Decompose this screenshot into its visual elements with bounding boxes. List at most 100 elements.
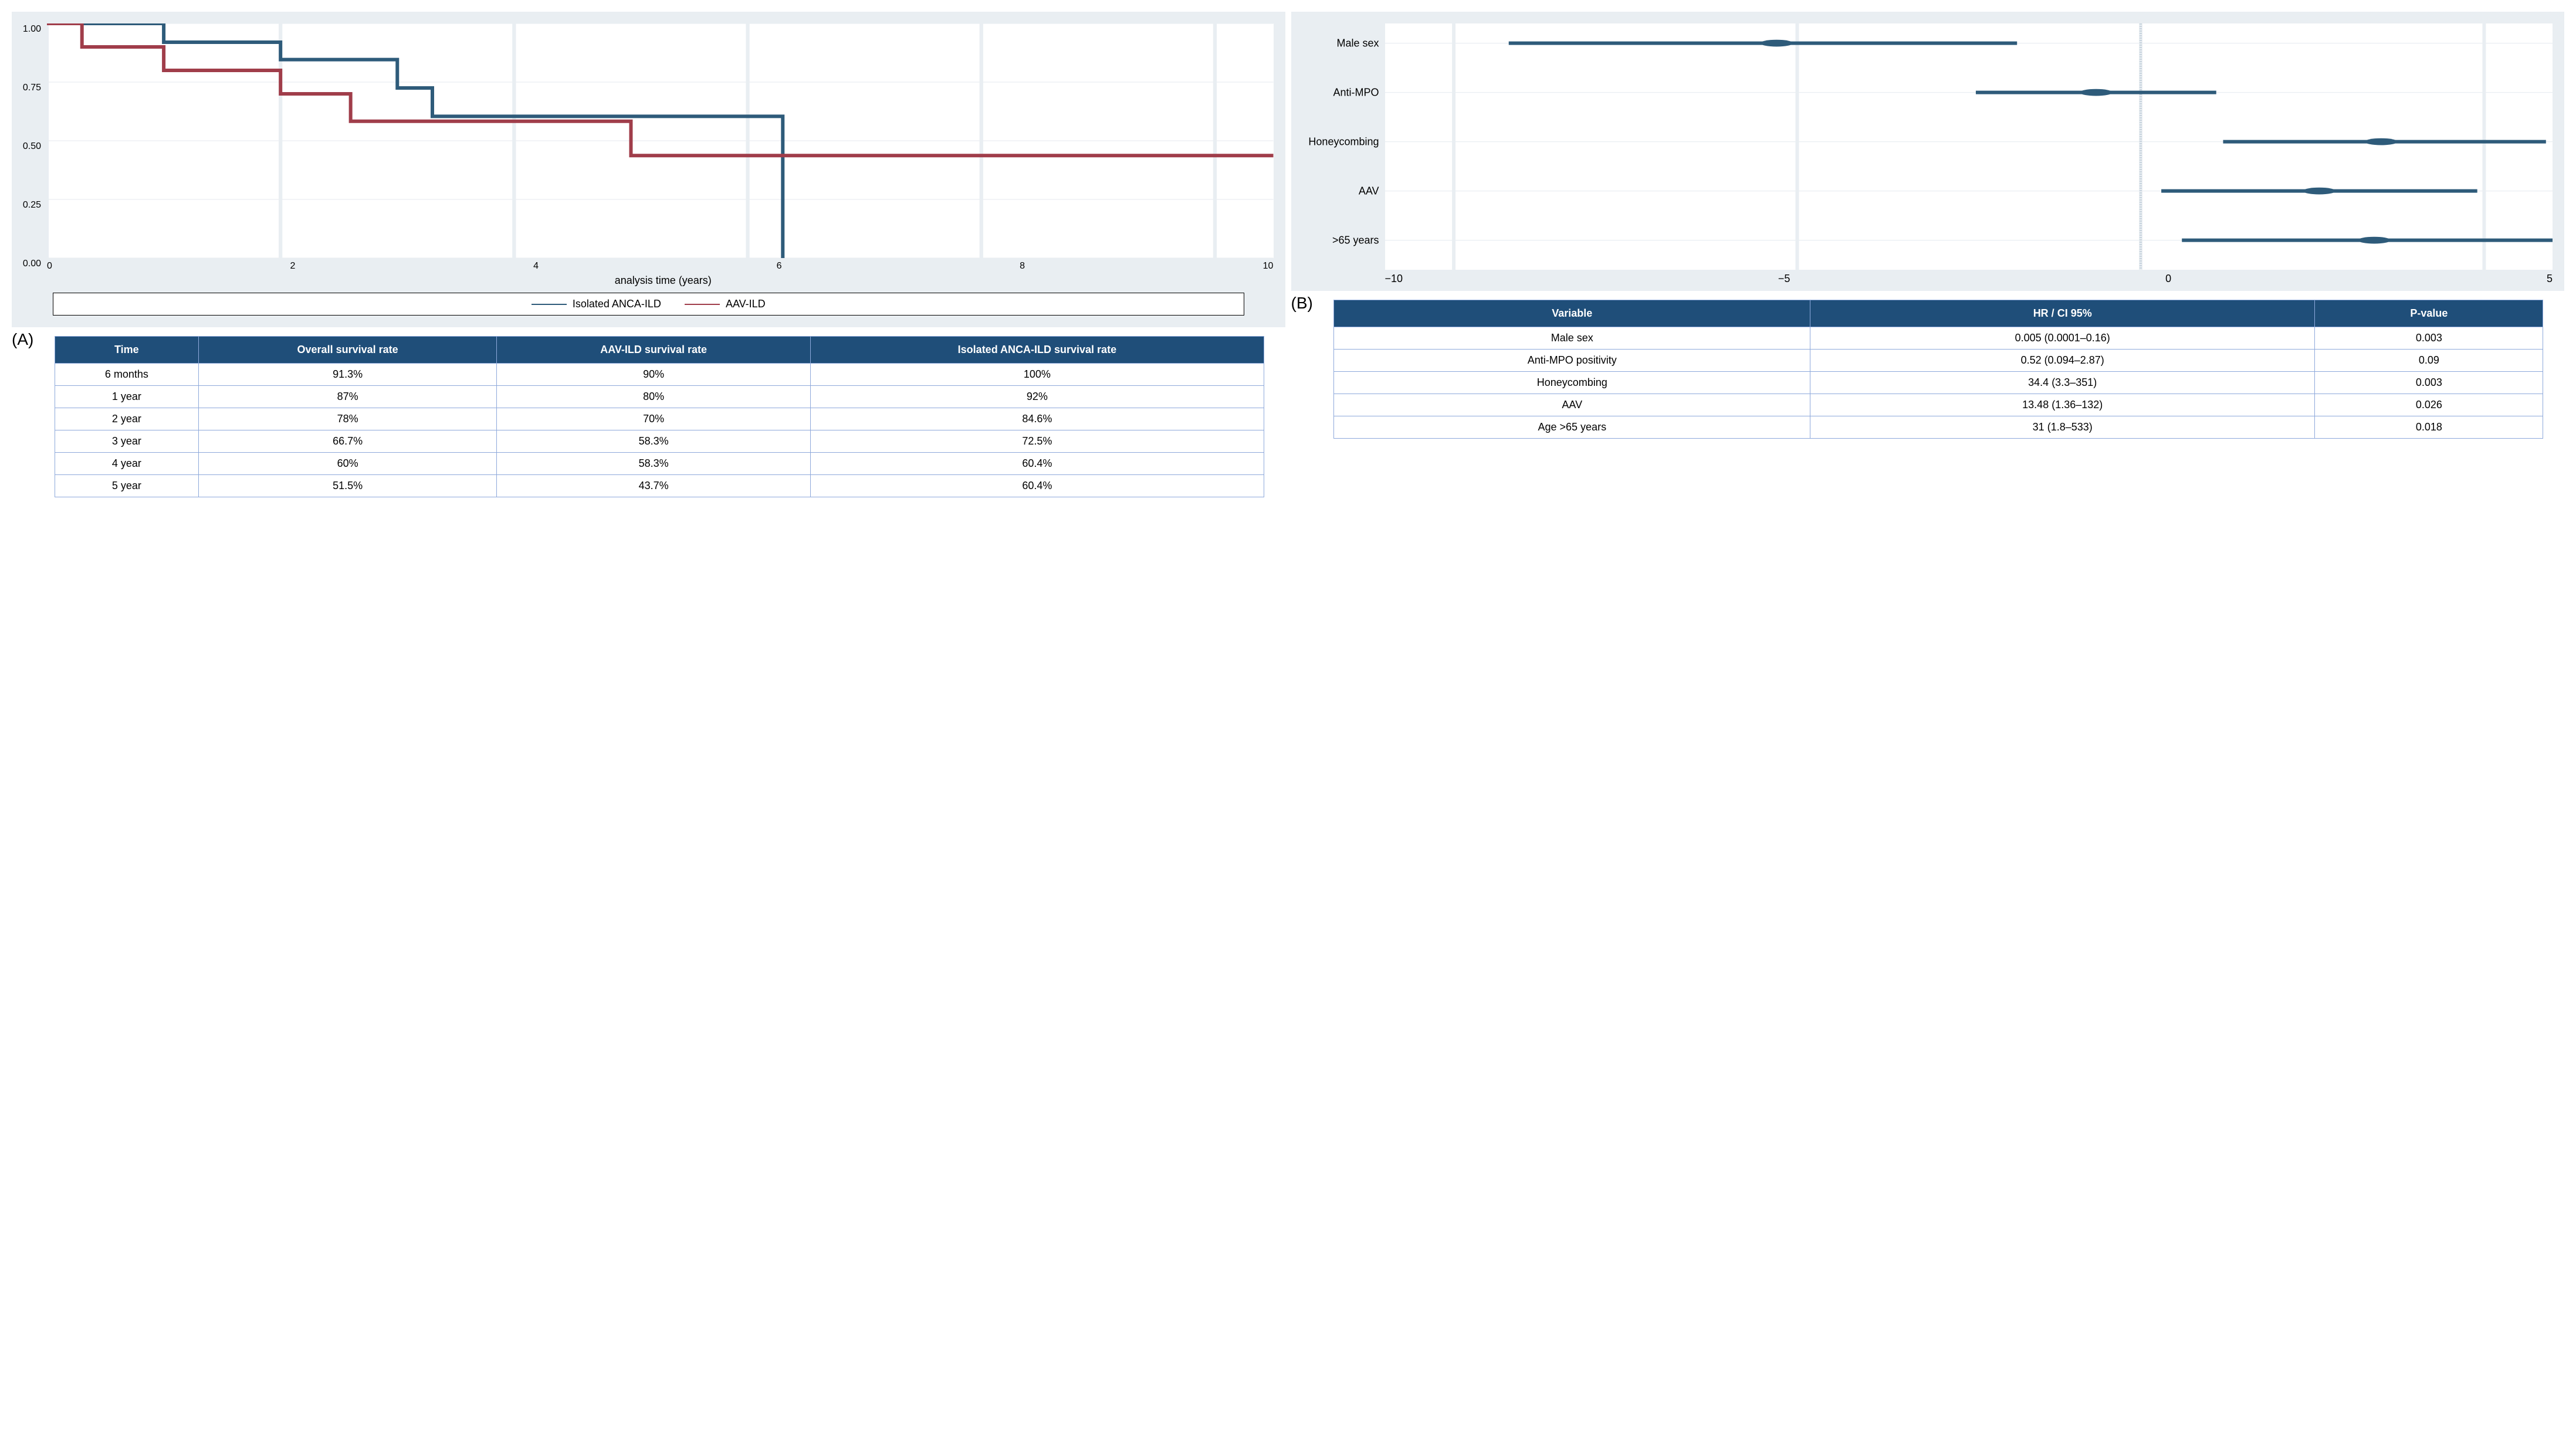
table-row: 4 year60%58.3%60.4% [55, 453, 1264, 475]
forest-chart-background: Male sex Anti-MPO Honeycombing AAV >65 years… [1291, 12, 2565, 291]
table-row: 3 year66.7%58.3%72.5% [55, 430, 1264, 453]
forest-y-label: AAV [1297, 185, 1382, 197]
km-x-tick-label: 2 [290, 261, 296, 272]
table-cell: 91.3% [198, 364, 497, 386]
table-row: Male sex0.005 (0.0001–0.16)0.003 [1334, 327, 2543, 350]
table-cell: 4 year [55, 453, 198, 475]
table-cell: AAV [1334, 394, 1810, 416]
km-legend: Isolated ANCA-ILD AAV-ILD [53, 293, 1244, 316]
forest-point [2079, 89, 2112, 96]
table-cell: 13.48 (1.36–132) [1810, 394, 2315, 416]
table-header-cell: AAV-ILD survival rate [497, 337, 810, 364]
table-cell: 84.6% [810, 408, 1264, 430]
km-x-tick-label: 0 [47, 261, 52, 272]
km-x-axis-labels: 0246810 [47, 258, 1274, 272]
table-cell: 0.018 [2315, 416, 2543, 439]
table-cell: 31 (1.8–533) [1810, 416, 2315, 439]
forest-point [2303, 188, 2335, 195]
forest-x-tick-label: 0 [2165, 273, 2171, 285]
table-cell: 87% [198, 386, 497, 408]
legend-label: AAV-ILD [726, 298, 766, 310]
legend-line-swatch [685, 304, 720, 305]
table-cell: 0.52 (0.094–2.87) [1810, 350, 2315, 372]
km-y-tick-label: 1.00 [18, 24, 44, 35]
km-chart-wrapper: 0.000.250.500.751.00 0246810 analysis ti… [12, 12, 1285, 327]
table-cell: 58.3% [497, 453, 810, 475]
table-cell: 58.3% [497, 430, 810, 453]
figure-container: 0.000.250.500.751.00 0246810 analysis ti… [12, 12, 2564, 497]
km-x-tick-label: 8 [1020, 261, 1025, 272]
table-cell: 0.003 [2315, 327, 2543, 350]
table-cell: 80% [497, 386, 810, 408]
legend-item: AAV-ILD [685, 298, 766, 310]
table-cell: 1 year [55, 386, 198, 408]
table-row: 5 year51.5%43.7%60.4% [55, 475, 1264, 497]
table-cell: 6 months [55, 364, 198, 386]
table-cell: 78% [198, 408, 497, 430]
table-cell: 70% [497, 408, 810, 430]
forest-x-tick-label: −5 [1778, 273, 1790, 285]
forest-point [2358, 237, 2391, 244]
legend-line-swatch [532, 304, 567, 305]
table-cell: Age >65 years [1334, 416, 1810, 439]
table-cell: 92% [810, 386, 1264, 408]
km-plot-area [47, 23, 1274, 258]
table-row: Age >65 years31 (1.8–533)0.018 [1334, 416, 2543, 439]
forest-y-label: Honeycombing [1297, 135, 1382, 148]
forest-y-label: >65 years [1297, 234, 1382, 246]
panel-b-label: (B) [1291, 294, 1313, 313]
table-cell: 100% [810, 364, 1264, 386]
km-y-tick-label: 0.25 [18, 200, 44, 211]
table-cell: 90% [497, 364, 810, 386]
table-cell: Anti-MPO positivity [1334, 350, 1810, 372]
km-x-axis-title: analysis time (years) [47, 274, 1279, 287]
forest-svg [1385, 23, 2553, 270]
forest-x-axis-labels: −10 −5 0 5 [1385, 270, 2553, 285]
table-row: AAV13.48 (1.36–132)0.026 [1334, 394, 2543, 416]
panel-a: 0.000.250.500.751.00 0246810 analysis ti… [12, 12, 1285, 497]
table-cell: 3 year [55, 430, 198, 453]
km-y-tick-label: 0.50 [18, 141, 44, 152]
km-y-tick-label: 0.00 [18, 259, 44, 269]
table-cell: Honeycombing [1334, 372, 1810, 394]
legend-item: Isolated ANCA-ILD [532, 298, 661, 310]
forest-x-tick-label: −10 [1385, 273, 1403, 285]
table-cell: 0.026 [2315, 394, 2543, 416]
forest-y-label: Anti-MPO [1297, 86, 1382, 99]
km-svg [47, 23, 1274, 258]
table-cell: 0.003 [2315, 372, 2543, 394]
forest-x-tick-label: 5 [2547, 273, 2553, 285]
km-chart-background: 0.000.250.500.751.00 0246810 analysis ti… [12, 12, 1285, 327]
table-cell: 72.5% [810, 430, 1264, 453]
forest-point [1760, 40, 1793, 47]
table-cell: 43.7% [497, 475, 810, 497]
table-row: 2 year78%70%84.6% [55, 408, 1264, 430]
km-y-tick-label: 0.75 [18, 83, 44, 93]
survival-table: TimeOverall survival rateAAV-ILD surviva… [55, 336, 1264, 497]
table-cell: 34.4 (3.3–351) [1810, 372, 2315, 394]
table-header-cell: Time [55, 337, 198, 364]
hazard-ratio-table: VariableHR / CI 95%P-value Male sex0.005… [1333, 300, 2543, 439]
table-cell: 60% [198, 453, 497, 475]
table-cell: 51.5% [198, 475, 497, 497]
table-cell: 60.4% [810, 475, 1264, 497]
table-header-cell: Isolated ANCA-ILD survival rate [810, 337, 1264, 364]
table-header-cell: Overall survival rate [198, 337, 497, 364]
km-x-tick-label: 6 [777, 261, 782, 272]
forest-y-label: Male sex [1297, 37, 1382, 49]
table-cell: Male sex [1334, 327, 1810, 350]
table-header-cell: P-value [2315, 300, 2543, 327]
forest-chart-wrapper: Male sex Anti-MPO Honeycombing AAV >65 years… [1291, 12, 2565, 291]
table-row: Honeycombing34.4 (3.3–351)0.003 [1334, 372, 2543, 394]
panel-a-label: (A) [12, 330, 33, 349]
legend-label: Isolated ANCA-ILD [573, 298, 661, 310]
table-cell: 66.7% [198, 430, 497, 453]
table-header-cell: HR / CI 95% [1810, 300, 2315, 327]
table-cell: 60.4% [810, 453, 1264, 475]
panel-b: Male sexAnti-MPOHoneycombingAAV>65 years… [1291, 12, 2565, 439]
forest-point [2364, 138, 2397, 145]
table-cell: 5 year [55, 475, 198, 497]
km-x-tick-label: 4 [533, 261, 539, 272]
table-row: Anti-MPO positivity0.52 (0.094–2.87)0.09 [1334, 350, 2543, 372]
table-row: 6 months91.3%90%100% [55, 364, 1264, 386]
